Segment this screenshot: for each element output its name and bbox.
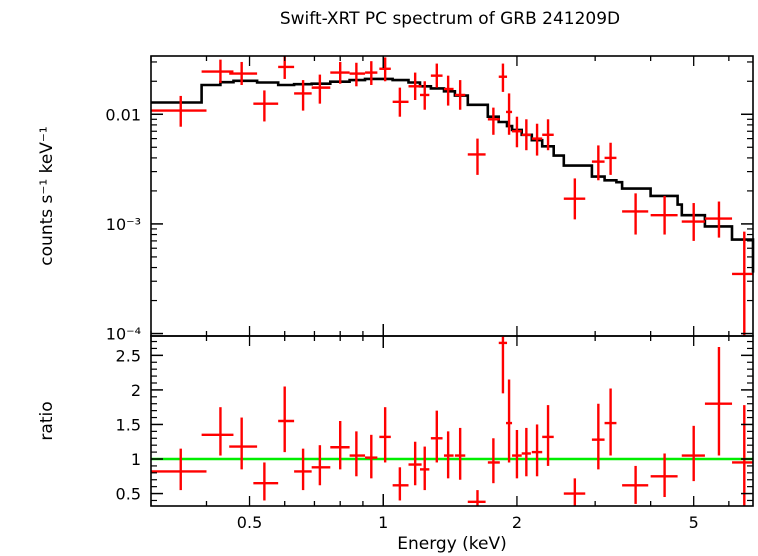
spectrum-point-11 — [379, 57, 391, 82]
ratio-tick-label: 2.5 — [116, 346, 141, 365]
spectrum-point-14 — [420, 81, 430, 110]
spectrum-point-13 — [408, 72, 422, 100]
ratio-tick-label: 1.5 — [116, 415, 141, 434]
ratio-point-16 — [443, 431, 454, 479]
ratio-point-19 — [487, 438, 500, 484]
ratio-point-18 — [467, 490, 486, 506]
x-tick-label: 5 — [689, 513, 699, 532]
y-tick-label: 10⁻³ — [106, 215, 141, 234]
spectrum-point-27 — [591, 145, 605, 181]
ratio-point-29 — [622, 465, 649, 504]
ratio-point-11 — [379, 407, 391, 463]
ratio-tick-label: 0.5 — [116, 485, 141, 504]
ratio-tick-label: 2 — [131, 381, 141, 400]
spectrum-point-3 — [229, 61, 258, 85]
ratio-point-23 — [521, 427, 531, 477]
spectrum-point-16 — [443, 75, 454, 106]
spectrum-point-28 — [604, 142, 617, 175]
model-step — [151, 77, 755, 273]
model-step-line — [151, 77, 755, 273]
ratio-panel: 0.5 1 2 5 0.5 1 1.5 2 2.5 ratio Energy (keV) — [37, 335, 754, 554]
spectrum-panel: 0.01 10⁻³ 10⁻⁴ counts s⁻¹ keV⁻¹ — [37, 55, 755, 344]
ratio-point-33 — [732, 405, 753, 506]
ratio-point-4 — [253, 462, 279, 501]
spectrum-point-19 — [487, 107, 500, 135]
ratio-point-3 — [229, 417, 258, 470]
ratio-point-1 — [151, 448, 207, 491]
spectrum-point-21 — [506, 93, 513, 135]
ratio-point-5 — [278, 386, 295, 453]
ratio-point-15 — [430, 410, 443, 463]
spectrum-point-6 — [294, 80, 312, 111]
ratio-point-17 — [454, 427, 466, 480]
ratio-point-7 — [311, 445, 331, 486]
ratio-point-14 — [420, 446, 430, 491]
y-axis-label-ratio: ratio — [37, 401, 57, 440]
ratio-point-25 — [542, 405, 554, 466]
spectrum-point-12 — [392, 87, 409, 117]
spectrum-point-7 — [311, 74, 331, 104]
chart-title: Swift-XRT PC spectrum of GRB 241209D — [280, 9, 620, 29]
x-tick-label: 1 — [378, 513, 388, 532]
spectrum-point-5 — [278, 56, 295, 79]
ratio-point-27 — [591, 403, 605, 470]
spectrum-point-22 — [512, 116, 522, 148]
spectrum-point-2 — [201, 59, 234, 83]
x-tick-label: 0.5 — [237, 513, 262, 532]
data-points — [151, 56, 753, 336]
ratio-point-9 — [349, 431, 366, 477]
ratio-point-31 — [681, 425, 705, 482]
spectrum-point-33 — [732, 231, 753, 336]
ratio-point-22 — [512, 429, 522, 479]
spectrum-ticks: 0.01 10⁻³ 10⁻⁴ — [105, 56, 753, 344]
spectrum-point-10 — [365, 61, 378, 85]
ratio-point-24 — [531, 424, 543, 477]
ratio-point-13 — [408, 441, 422, 486]
spectrum-point-26 — [563, 178, 586, 220]
spectrum-point-4 — [253, 90, 279, 122]
ratio-point-32 — [704, 347, 733, 456]
ratio-point-20 — [498, 336, 508, 394]
spectrum-point-20 — [498, 63, 508, 92]
x-axis-label: Energy (keV) — [397, 534, 507, 554]
ratio-ticks: 0.5 1 2 5 0.5 1 1.5 2 2.5 — [116, 336, 753, 532]
ratio-frame — [150, 335, 754, 507]
ratio-points — [151, 336, 753, 506]
x-tick-label: 2 — [512, 513, 522, 532]
spectrum-point-1 — [151, 95, 207, 127]
spectrum-point-32 — [704, 201, 733, 238]
ratio-point-8 — [330, 421, 350, 470]
y-tick-label: 0.01 — [105, 105, 141, 124]
y-tick-label: 10⁻⁴ — [106, 325, 141, 344]
spectrum-point-15 — [430, 63, 443, 88]
spectrum-point-30 — [650, 195, 678, 235]
y-axis-label-counts: counts s⁻¹ keV⁻¹ — [37, 126, 57, 265]
ratio-point-26 — [563, 478, 586, 506]
ratio-point-12 — [392, 467, 409, 501]
spectrum-point-8 — [330, 61, 350, 84]
ratio-point-10 — [365, 434, 378, 479]
spectrum-point-18 — [467, 138, 486, 175]
spectrum-point-31 — [681, 203, 705, 241]
spectrum-point-25 — [542, 119, 554, 151]
ratio-point-30 — [650, 453, 678, 498]
ratio-point-21 — [506, 379, 513, 463]
ratio-point-6 — [294, 448, 312, 491]
spectrum-point-17 — [454, 80, 466, 110]
spectrum-point-23 — [521, 119, 531, 151]
spectrum-point-24 — [531, 123, 543, 156]
ratio-point-2 — [201, 407, 234, 456]
ratio-tick-label: 1 — [131, 450, 141, 469]
ratio-point-28 — [604, 388, 617, 456]
spectrum-point-9 — [349, 62, 366, 87]
spectrum-point-29 — [622, 193, 649, 235]
